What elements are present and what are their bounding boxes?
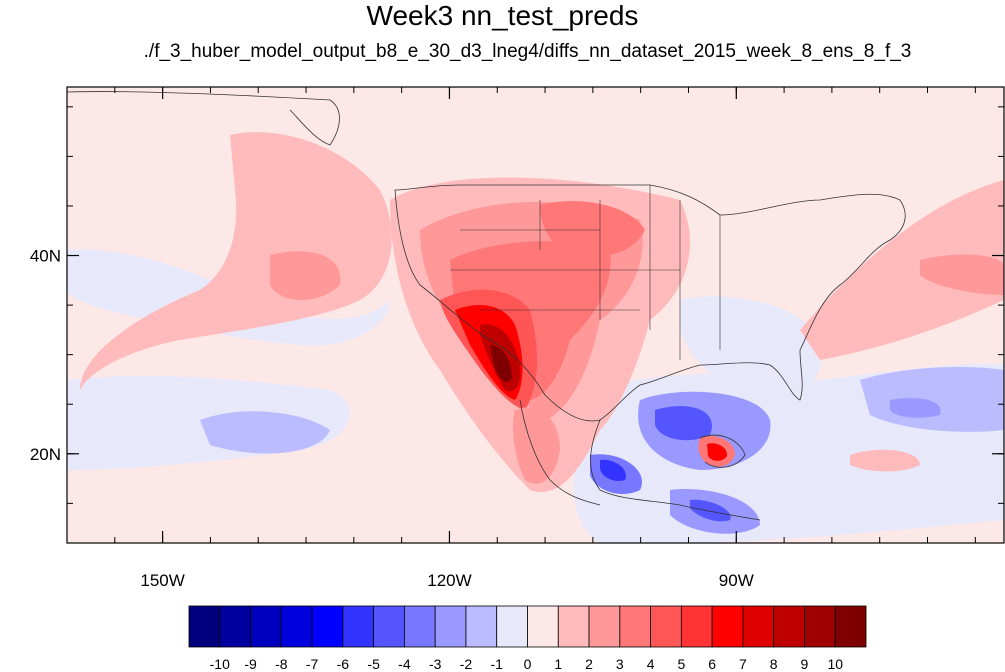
field-region-caribbean-deep-blue [690, 499, 731, 522]
colorbar-label: -8 [275, 656, 288, 672]
colorbar-swatch [280, 605, 313, 648]
colorbar-swatch [742, 605, 775, 648]
colorbar-label: 2 [585, 656, 593, 672]
colorbar-swatch [219, 605, 251, 648]
colorbar-label: -1 [491, 656, 504, 672]
colorbar-swatch [250, 605, 282, 648]
state-borders [450, 185, 721, 360]
field-region-southwest-max [490, 345, 512, 382]
colorbar-swatch [773, 605, 805, 648]
colorbar-swatch [527, 605, 559, 648]
anomaly-field [67, 87, 1004, 543]
field-region-ne-pacific-mid [270, 251, 341, 300]
colorbar-label: 8 [770, 656, 778, 672]
colorbar-swatch [311, 605, 344, 648]
colorbar-label: -9 [244, 656, 257, 672]
mexico-coast [590, 419, 761, 521]
field-region-w-atlantic-pink [800, 180, 1004, 360]
colorbar-label: -2 [460, 656, 473, 672]
colorbar-label: 6 [708, 656, 716, 672]
lat-tick-label: 20N [30, 445, 61, 464]
field-region-ne-pacific-pink [80, 132, 392, 390]
colorbar-label: 4 [647, 656, 655, 672]
geographic-outlines [67, 91, 906, 521]
lon-tick-label: 90W [719, 571, 754, 590]
colorbar-label: 1 [554, 656, 562, 672]
colorbar-swatch [619, 605, 651, 648]
usa-outline [394, 184, 906, 422]
colorbar-swatch [834, 605, 867, 648]
colorbar-label: -4 [398, 656, 411, 672]
field-region-w-atlantic-mid [920, 254, 1004, 295]
lon-tick-label: 120W [427, 571, 471, 590]
colorbar-label: 9 [801, 656, 809, 672]
colorbar: -10 -9 -8 -7 -6 -5 -4 -3 -2 -1 0 1 2 3 4 5 6 7 8 9 10 [188, 605, 867, 672]
colorbar-swatch [496, 605, 528, 648]
colorbar-label: -10 [210, 656, 230, 672]
colorbar-label: -6 [337, 656, 350, 672]
colorbar-label: 7 [739, 656, 747, 672]
colorbar-label: 5 [677, 656, 685, 672]
map-frame [66, 86, 1005, 544]
colorbar-swatch [342, 605, 375, 648]
colorbar-label: -3 [429, 656, 442, 672]
colorbar-label: -7 [306, 656, 319, 672]
lat-tick-label: 40N [30, 247, 61, 266]
colorbar-swatch [373, 605, 405, 648]
colorbar-swatch [404, 605, 436, 648]
colorbar-swatch [557, 605, 590, 648]
mexico-pacific-coast [519, 399, 601, 506]
colorbar-swatch [465, 605, 498, 648]
page-title: Week3 nn_test_preds [366, 0, 639, 31]
colorbar-swatch [650, 605, 682, 648]
field-region-southeast-us-blue [680, 296, 822, 396]
colorbar-swatch [434, 605, 467, 648]
colorbar-label: 0 [524, 656, 532, 672]
field-region-plains-high [540, 201, 645, 256]
field-region-yucatan-max [707, 443, 728, 461]
alaska-coast [67, 91, 340, 146]
field-region-atlantic-blue [860, 367, 1004, 432]
field-region-mexico-deep-blue [600, 459, 626, 481]
field-region-pacific-light-blue [200, 411, 330, 454]
field-region-gulf-deep-blue [655, 406, 712, 441]
field-region-mexico-pink [513, 407, 560, 484]
colorbar-swatch [680, 605, 713, 648]
lon-tick-label: 150W [140, 571, 184, 590]
yucatan-coast [699, 434, 746, 468]
axis-ticks: 150W 120W 90W 40N 20N [30, 87, 1004, 590]
colorbar-label: -5 [367, 656, 380, 672]
colorbar-swatch [804, 605, 836, 648]
colorbar-swatch [711, 605, 744, 648]
colorbar-swatch [188, 605, 221, 648]
colorbar-label: 3 [616, 656, 624, 672]
colorbar-swatch [588, 605, 621, 648]
colorbar-label: 10 [827, 656, 843, 672]
page-subtitle: ./f_3_huber_model_output_b8_e_30_d3_lneg… [143, 41, 912, 62]
field-region-atlantic-pink [850, 449, 920, 472]
field-region-atlantic-mid-blue [890, 398, 941, 418]
